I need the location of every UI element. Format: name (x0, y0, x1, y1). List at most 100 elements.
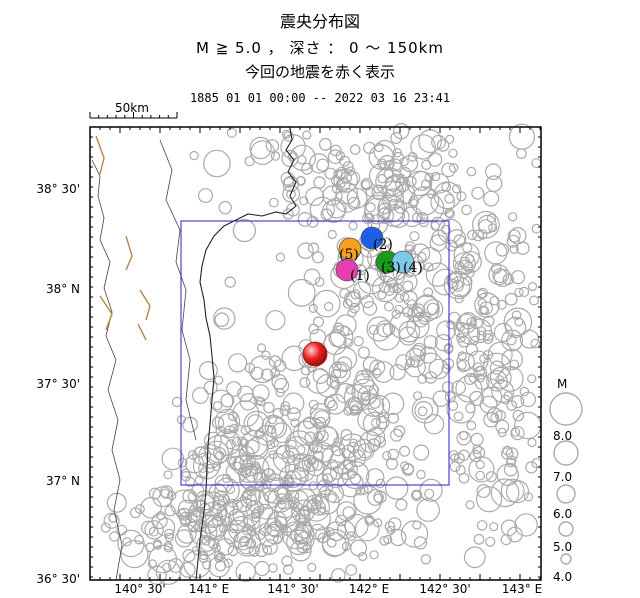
background-event-marker (268, 563, 278, 573)
background-event-marker (454, 294, 464, 304)
background-event-marker (445, 209, 455, 219)
background-event-marker (518, 286, 530, 297)
background-event-marker (410, 186, 440, 216)
background-event-marker (177, 457, 188, 468)
background-event-marker (445, 134, 455, 144)
background-event-marker (198, 188, 214, 204)
background-event-marker (377, 290, 387, 300)
background-event-marker (431, 171, 441, 182)
lon-label-141: 141° E (188, 582, 230, 596)
background-event-marker (454, 261, 465, 271)
background-event-marker (324, 393, 347, 415)
background-event-marker (180, 516, 191, 527)
background-event-marker (349, 302, 360, 314)
background-event-marker (341, 460, 370, 490)
background-event-marker (312, 251, 325, 264)
background-event-marker (218, 200, 232, 215)
background-event-marker (531, 158, 542, 169)
background-event-marker (440, 224, 451, 235)
background-event-marker (506, 455, 517, 466)
fault-line (125, 235, 133, 271)
background-event-marker (423, 414, 445, 435)
background-event-marker (476, 484, 491, 499)
background-event-marker (385, 476, 409, 500)
background-event-marker (470, 316, 484, 330)
background-event-marker (373, 518, 383, 528)
legend-label-6: 6.0 (553, 507, 573, 521)
background-event-marker (469, 390, 485, 407)
background-event-marker (373, 435, 387, 448)
background-event-marker (442, 381, 454, 394)
background-event-marker (323, 396, 336, 409)
background-event-marker (509, 244, 519, 254)
background-event-marker (505, 447, 519, 461)
background-event-marker (345, 291, 362, 308)
background-event-marker (432, 390, 450, 407)
background-event-marker (328, 361, 351, 384)
background-event-marker (510, 426, 525, 441)
background-event-marker (373, 184, 383, 194)
background-event-marker (274, 485, 288, 499)
background-event-marker (372, 361, 395, 383)
background-event-marker (287, 152, 297, 162)
background-event-marker (272, 407, 284, 419)
background-event-marker (148, 544, 177, 574)
background-event-marker (411, 489, 423, 501)
background-event-marker (224, 276, 236, 288)
background-event-marker (319, 485, 331, 498)
background-event-marker (326, 537, 337, 548)
background-event-marker (391, 309, 401, 319)
background-event-marker (402, 462, 415, 475)
background-event-marker (475, 460, 485, 470)
background-event-marker (453, 321, 470, 339)
background-event-marker (350, 289, 361, 300)
background-event-marker (117, 529, 145, 558)
background-event-marker (374, 142, 384, 153)
background-event-marker (353, 336, 364, 347)
background-event-marker (395, 498, 408, 511)
background-event-marker (205, 463, 215, 473)
background-event-marker (475, 373, 485, 383)
background-event-marker (333, 437, 343, 447)
background-event-marker (297, 211, 313, 227)
background-event-marker (406, 170, 433, 197)
background-event-marker (268, 197, 279, 208)
background-event-marker (473, 365, 488, 380)
background-event-marker (365, 202, 376, 213)
fault-line (139, 289, 151, 321)
background-event-marker (163, 541, 173, 551)
background-event-marker (324, 167, 337, 180)
background-event-marker (453, 411, 464, 422)
background-event-marker (309, 402, 331, 424)
background-event-marker (495, 375, 505, 385)
background-event-marker (415, 294, 439, 318)
background-event-marker (376, 158, 388, 169)
fault-line (137, 323, 147, 341)
focus-area-box (180, 220, 450, 486)
background-event-marker (483, 190, 500, 207)
background-event-marker (313, 431, 324, 442)
background-event-marker (420, 179, 431, 189)
background-event-marker (484, 163, 502, 180)
background-event-marker (287, 439, 297, 450)
background-event-marker (199, 491, 226, 517)
background-event-marker (389, 529, 407, 547)
background-event-marker (220, 393, 235, 408)
background-event-marker (450, 453, 460, 463)
background-event-marker (270, 151, 281, 161)
background-event-marker (223, 425, 237, 439)
background-event-marker (263, 401, 275, 414)
lon-label-142: 142° E (348, 582, 390, 596)
background-event-marker (383, 284, 396, 296)
background-event-marker (395, 177, 411, 193)
background-event-marker (255, 543, 269, 558)
lat-label-37-30: 37° 30' (36, 377, 80, 391)
fault-line (99, 295, 113, 331)
background-event-marker (241, 487, 261, 507)
background-event-marker (314, 277, 325, 287)
background-event-marker (423, 262, 434, 272)
background-event-marker (528, 295, 539, 306)
background-event-marker (506, 234, 520, 248)
background-event-marker (322, 185, 343, 206)
background-event-marker (466, 420, 477, 431)
